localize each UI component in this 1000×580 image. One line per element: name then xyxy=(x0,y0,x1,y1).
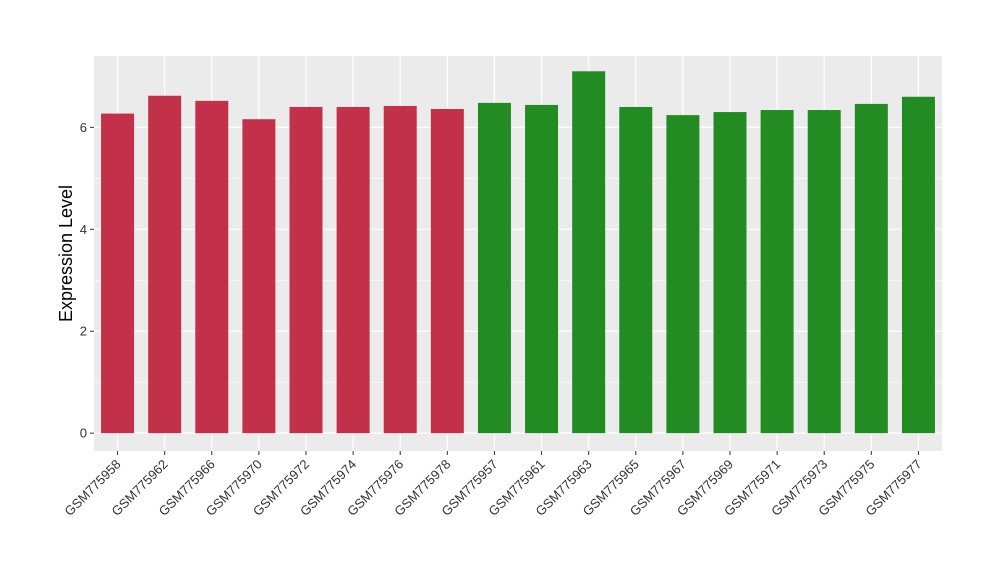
bar-GSM775976 xyxy=(383,105,417,434)
bar-GSM775963 xyxy=(572,71,606,434)
y-tick-label: 6 xyxy=(80,120,87,135)
bar-GSM775961 xyxy=(525,104,559,434)
bar-GSM775970 xyxy=(242,119,276,434)
y-axis: 0 2 4 6 xyxy=(80,120,94,441)
plot-panel xyxy=(94,56,942,451)
y-tick-label: 4 xyxy=(80,222,87,237)
bar-GSM775967 xyxy=(666,115,700,434)
bar-GSM775978 xyxy=(430,109,464,434)
bar-GSM775965 xyxy=(619,106,653,434)
bar-GSM775973 xyxy=(807,110,841,434)
bar-GSM775966 xyxy=(195,100,229,434)
bar-GSM775957 xyxy=(477,102,511,434)
bar-GSM775962 xyxy=(148,95,182,434)
bar-GSM775971 xyxy=(760,110,794,434)
bar-GSM775958 xyxy=(101,113,135,434)
x-axis: GSM775958GSM775962GSM775966GSM775970GSM7… xyxy=(61,451,925,519)
y-axis-title: Expression Level xyxy=(56,185,76,322)
bar-series xyxy=(101,71,935,434)
bar-GSM775977 xyxy=(901,96,935,434)
bar-GSM775975 xyxy=(854,103,888,434)
bar-GSM775972 xyxy=(289,106,323,434)
bar-GSM775969 xyxy=(713,112,747,434)
y-tick-label: 2 xyxy=(80,324,87,339)
bar-GSM775974 xyxy=(336,106,370,434)
y-tick-label: 0 xyxy=(80,426,87,441)
